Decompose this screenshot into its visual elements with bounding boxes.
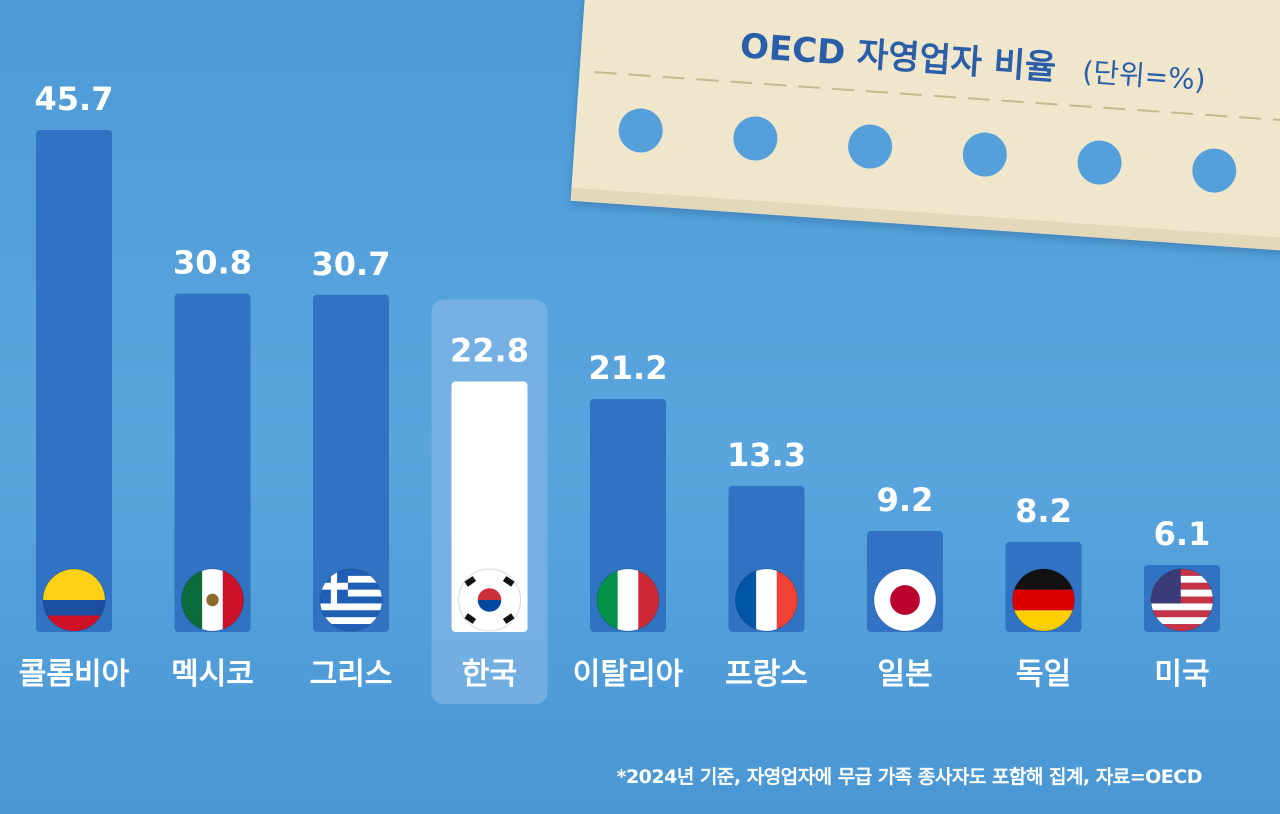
data-label: 6.1 (1154, 515, 1211, 553)
footnote: *2024년 기준, 자영업자에 무급 가족 종사자도 포함해 집계, 자료=O… (616, 766, 1203, 788)
germany-flag-icon (1012, 568, 1075, 632)
bar-column: 21.2 이탈리아 (573, 349, 684, 692)
bar-column: 30.8 멕시코 (171, 244, 254, 692)
bar (590, 399, 666, 632)
category-label: 콜롬비아 (19, 657, 130, 692)
korea-flag-icon (458, 568, 521, 632)
category-label: 프랑스 (725, 657, 808, 692)
colombia-flag-icon (42, 568, 106, 632)
data-label: 45.7 (35, 80, 114, 118)
punch-holes (618, 108, 1237, 193)
japan-flag-icon (873, 568, 937, 632)
data-label: 22.8 (450, 332, 529, 370)
bar-column: 30.7 그리스 (310, 245, 393, 692)
data-label: 8.2 (1015, 492, 1072, 530)
data-label: 30.7 (312, 245, 391, 283)
bar (451, 381, 528, 632)
category-label: 멕시코 (171, 657, 254, 692)
bars: 45.7 콜롬비아 30.8 멕시코 30.7 그리스 22.8 한국 21.2 이탈리아 13.3… (19, 80, 1220, 692)
bar-column: 13.3 프랑스 (725, 436, 808, 692)
category-label: 독일 (1016, 657, 1071, 692)
data-label: 13.3 (727, 436, 806, 474)
data-label: 30.8 (173, 244, 252, 282)
title-paper: OECD 자영업자 비율 (단위=%) (570, 0, 1280, 251)
bar (36, 130, 112, 632)
bar (174, 293, 251, 632)
bar-column: 9.2 일본 (867, 481, 943, 692)
bar-column: 22.8 한국 (450, 332, 529, 692)
usa-flag-icon (1150, 568, 1214, 632)
mexico-flag-icon (181, 568, 244, 632)
bar-column: 45.7 콜롬비아 (19, 80, 130, 692)
data-label: 21.2 (589, 349, 668, 387)
data-label: 9.2 (877, 481, 934, 519)
bar-column: 8.2 독일 (1005, 492, 1082, 692)
bar-column: 6.1 미국 (1144, 515, 1220, 692)
greece-flag-icon (319, 568, 383, 632)
category-label: 그리스 (310, 657, 393, 692)
category-label: 한국 (462, 657, 517, 692)
category-label: 일본 (877, 657, 932, 692)
category-label: 이탈리아 (573, 657, 684, 692)
category-label: 미국 (1154, 657, 1209, 692)
france-flag-icon (735, 568, 798, 632)
italy-flag-icon (596, 568, 660, 632)
bar (313, 294, 389, 632)
